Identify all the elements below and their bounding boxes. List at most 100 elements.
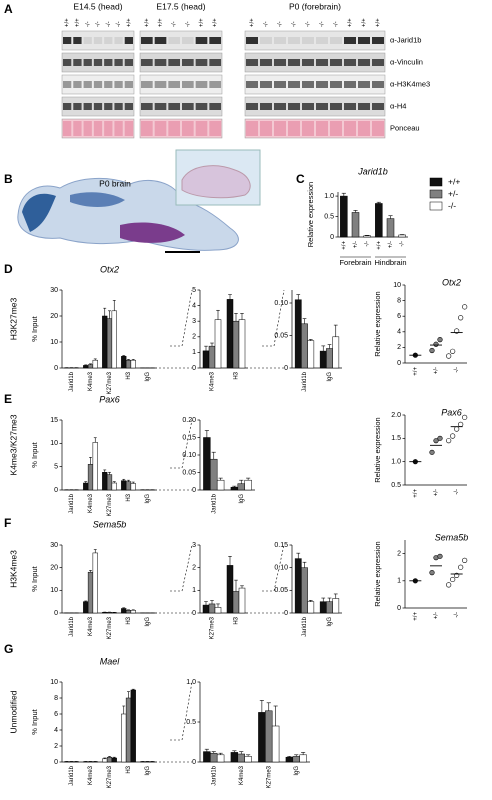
blot-band — [124, 37, 133, 44]
panel-label: C — [296, 172, 305, 186]
chart-title: Otx2 — [100, 264, 119, 274]
y-tick-label: 30 — [50, 287, 58, 294]
x-tick-label: IgG — [327, 617, 333, 627]
bar — [319, 350, 327, 369]
panel-label: G — [4, 642, 13, 656]
blot-band — [260, 59, 272, 66]
y-tick-label: 10 — [50, 440, 58, 447]
blot-band — [260, 121, 272, 136]
blot-band — [316, 37, 328, 44]
data-point — [462, 414, 468, 420]
chart-title: Mael — [100, 656, 121, 666]
blot-band — [168, 121, 180, 136]
y-tick-label: 2 — [192, 334, 196, 341]
lane-genotype: +/+ — [158, 18, 164, 27]
blot-band — [260, 103, 272, 110]
blot-band — [316, 59, 328, 66]
bar — [106, 318, 113, 369]
lane-genotype: -/- — [172, 21, 178, 27]
bar — [92, 552, 98, 614]
blot-band — [246, 121, 258, 136]
lane-genotype: -/- — [106, 21, 112, 27]
blot-band — [358, 37, 370, 44]
blot-band — [330, 81, 342, 88]
bar — [294, 299, 302, 369]
bar — [319, 601, 327, 614]
blot-band — [63, 121, 72, 136]
blot-band — [114, 103, 123, 110]
bar — [258, 712, 266, 763]
blot-band — [195, 103, 208, 110]
bar — [83, 601, 89, 614]
inset-section — [181, 165, 251, 199]
bar — [130, 610, 136, 614]
blot-row-label: α-Jarid1b — [390, 35, 421, 44]
bar — [214, 319, 222, 369]
bar — [125, 610, 132, 614]
blot-band — [302, 59, 314, 66]
panel-label: F — [4, 516, 11, 530]
y-tick-label: 2 — [192, 565, 196, 572]
blot-band — [182, 59, 194, 66]
bar — [130, 689, 136, 763]
blot-band — [83, 81, 92, 88]
blot-band — [274, 81, 286, 88]
blot-band — [104, 59, 113, 66]
bar — [271, 725, 280, 763]
lane-genotype: +/+ — [126, 18, 132, 27]
bar — [326, 348, 333, 369]
blot-strip — [244, 74, 386, 95]
bar — [332, 336, 340, 369]
lane-genotype: +/+ — [376, 18, 382, 27]
bar — [237, 483, 245, 491]
blot-band — [104, 37, 113, 44]
blot-band — [168, 37, 180, 44]
blot-band — [195, 121, 208, 136]
y-tick-label: 2 — [397, 344, 401, 351]
blot-band — [141, 103, 153, 110]
x-tick-label: H3 — [126, 616, 132, 624]
blot-band — [83, 59, 92, 66]
lane-genotype: -/- — [334, 21, 340, 27]
data-point — [458, 315, 464, 321]
lane-genotype: -/- — [320, 21, 326, 27]
data-point — [446, 438, 452, 444]
y-axis-label: Relative expression — [373, 291, 382, 356]
blot-band — [104, 81, 113, 88]
blot-group-title: P0 (forebrain) — [289, 1, 341, 11]
bar — [238, 319, 246, 369]
y-tick-label: 1.0 — [186, 679, 196, 686]
data-point — [429, 347, 435, 354]
y-tick-label: 1.0 — [324, 193, 334, 200]
y-tick-label: 1 — [192, 349, 196, 356]
bar — [102, 758, 108, 763]
lane-genotype: +/+ — [199, 18, 205, 27]
data-point — [446, 353, 452, 359]
blot-band — [372, 59, 384, 66]
blot-band — [288, 81, 300, 88]
blot-band — [182, 81, 194, 88]
blot-band — [141, 121, 153, 136]
x-tick-label: Jarid1b — [302, 371, 308, 391]
blot-band — [93, 37, 103, 44]
x-tick-label: K27me3 — [107, 371, 113, 394]
blot-band — [93, 121, 103, 136]
blot-band — [93, 59, 103, 66]
stain-blue — [22, 193, 56, 232]
bar — [87, 571, 94, 614]
bar — [230, 486, 239, 491]
bar — [294, 558, 302, 614]
blot-band — [209, 121, 221, 136]
blot-band — [73, 81, 82, 88]
y-tick-label: 1.5 — [391, 435, 401, 442]
legend-swatch — [429, 189, 443, 199]
bar — [332, 598, 340, 614]
chart-title: Sema5b — [93, 519, 127, 529]
x-tick-label: H3 — [126, 493, 132, 501]
blot-band — [83, 103, 92, 110]
panel-label: E — [4, 392, 12, 406]
blot-band — [63, 37, 72, 44]
blot-band — [104, 103, 113, 110]
lane-genotype: -/- — [116, 21, 122, 27]
zoom-guide — [159, 419, 193, 491]
